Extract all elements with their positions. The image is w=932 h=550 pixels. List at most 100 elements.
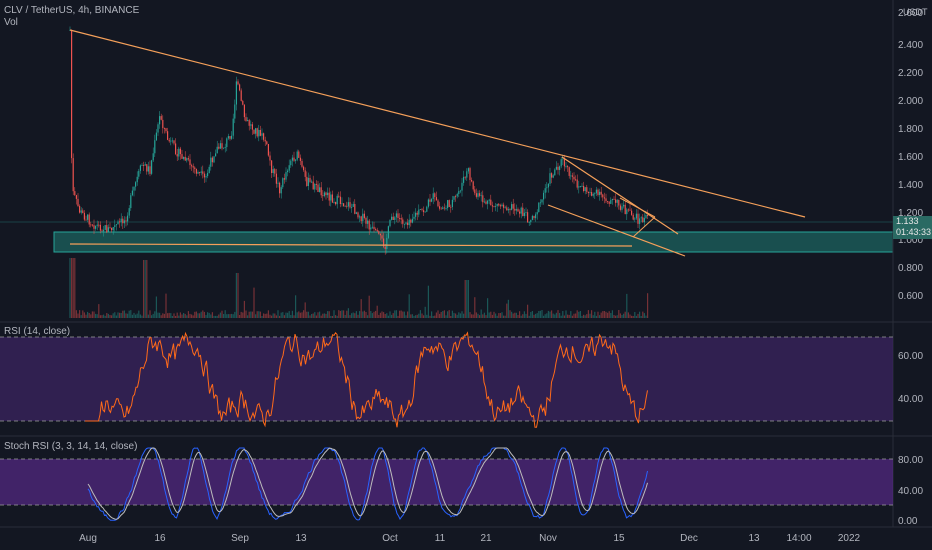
volume-bar [402, 311, 404, 318]
candle-body [175, 143, 177, 155]
volume-bar [90, 314, 92, 318]
time-tick: 13 [295, 533, 307, 544]
candle-body [520, 207, 522, 214]
candle-body [231, 135, 233, 139]
candle-body [381, 235, 383, 239]
volume-bar [279, 315, 281, 318]
candle-body [119, 221, 121, 223]
candle-body [71, 29, 73, 159]
candle-body [389, 219, 391, 227]
volume-bar [96, 314, 98, 318]
volume-bar [635, 315, 637, 318]
current-price-badge[interactable]: 1.133 01:43:33 [893, 216, 932, 239]
candle-body [429, 199, 431, 202]
volume-bar [506, 303, 508, 318]
candle-body [471, 180, 473, 182]
symbol-title[interactable]: CLV / TetherUS, 4h, BINANCE [4, 5, 140, 16]
candle-body [165, 128, 167, 132]
candle-body [293, 157, 295, 161]
wedge-upper-line[interactable] [561, 156, 679, 235]
volume-bar [546, 313, 548, 318]
volume-bar [501, 312, 503, 318]
candle-body [645, 215, 647, 219]
candle-body [581, 185, 583, 187]
volume-bar [399, 310, 401, 318]
volume-bar [475, 312, 477, 318]
volume-bar [490, 311, 492, 318]
volume-bar [127, 313, 129, 318]
volume-bar [551, 310, 553, 318]
candle-body [282, 178, 284, 188]
candle-body [635, 213, 637, 219]
volume-bar [330, 315, 332, 318]
price-pane[interactable] [0, 26, 894, 319]
volume-bar [623, 313, 625, 318]
wedge-connector-bottom[interactable] [632, 216, 656, 238]
stoch-rsi-label[interactable]: Stoch RSI (3, 3, 14, 14, close) [4, 441, 138, 452]
time-axis[interactable]: Aug 16 Sep 13 Oct 11 21 Nov 15 Dec 13 14:00 2022 [79, 533, 860, 544]
candle-body [587, 191, 589, 193]
volume-bar [263, 313, 265, 318]
candle-body [74, 191, 76, 195]
candle-body [411, 218, 413, 223]
candle-body [599, 191, 601, 195]
candle-body [394, 217, 396, 220]
volume-bar [335, 315, 337, 318]
candle-body [647, 215, 649, 216]
volume-bar [464, 280, 466, 318]
candle-body [98, 224, 100, 226]
rsi-pane[interactable]: 60.00 40.00 [0, 331, 923, 428]
volume-bar [312, 313, 314, 318]
volume-bar [600, 312, 602, 318]
volume-bar [514, 312, 516, 318]
wedge-lower-line[interactable] [547, 204, 686, 257]
volume-bar [253, 287, 255, 318]
volume-bar [232, 314, 234, 318]
volume-bar [299, 312, 301, 318]
volume-bar [632, 316, 634, 318]
volume-bar [168, 312, 170, 318]
volume-bar [339, 310, 341, 318]
candle-body [339, 196, 341, 204]
candle-body [85, 219, 87, 221]
candle-body [95, 225, 97, 229]
price-axis[interactable]: 2.600 2.400 2.200 2.000 1.800 1.600 1.400 1.200… [898, 8, 923, 302]
volume-bar [595, 315, 597, 318]
wedge-connector-top[interactable] [619, 197, 656, 218]
volume-bar [135, 314, 137, 318]
support-trendline[interactable] [69, 243, 633, 247]
volume-bar [136, 313, 138, 318]
time-tick: 14:00 [786, 533, 811, 544]
volume-bar [296, 312, 298, 318]
candle-body [533, 215, 535, 219]
volume-bar [498, 313, 500, 318]
candle-body [514, 208, 516, 211]
candle-body [472, 181, 474, 190]
volume-bar [69, 258, 71, 318]
candle-body [592, 193, 594, 196]
volume-bar [120, 313, 122, 318]
candle-body [528, 222, 530, 223]
candle-body [112, 227, 114, 231]
candle-body [187, 158, 189, 160]
stoch-rsi-pane[interactable]: 80.00 40.00 0.00 [0, 447, 923, 527]
volume-bar [247, 315, 249, 318]
candle-body [501, 204, 503, 207]
volume-bar [352, 312, 354, 318]
descending-trendline[interactable] [69, 29, 806, 218]
volume-bar [559, 313, 561, 318]
volume-bar [419, 310, 421, 318]
rsi-label[interactable]: RSI (14, close) [4, 326, 71, 337]
candle-body [330, 194, 332, 201]
volume-bar [456, 314, 458, 318]
volume-bar [637, 313, 639, 318]
candle-body [181, 154, 183, 159]
volume-bar [202, 310, 204, 318]
candle-body [499, 205, 501, 207]
volume-bar [445, 315, 447, 318]
volume-bar [562, 311, 564, 318]
volume-bar [183, 313, 185, 318]
volume-label[interactable]: Vol [4, 17, 18, 28]
candle-body [546, 187, 548, 189]
